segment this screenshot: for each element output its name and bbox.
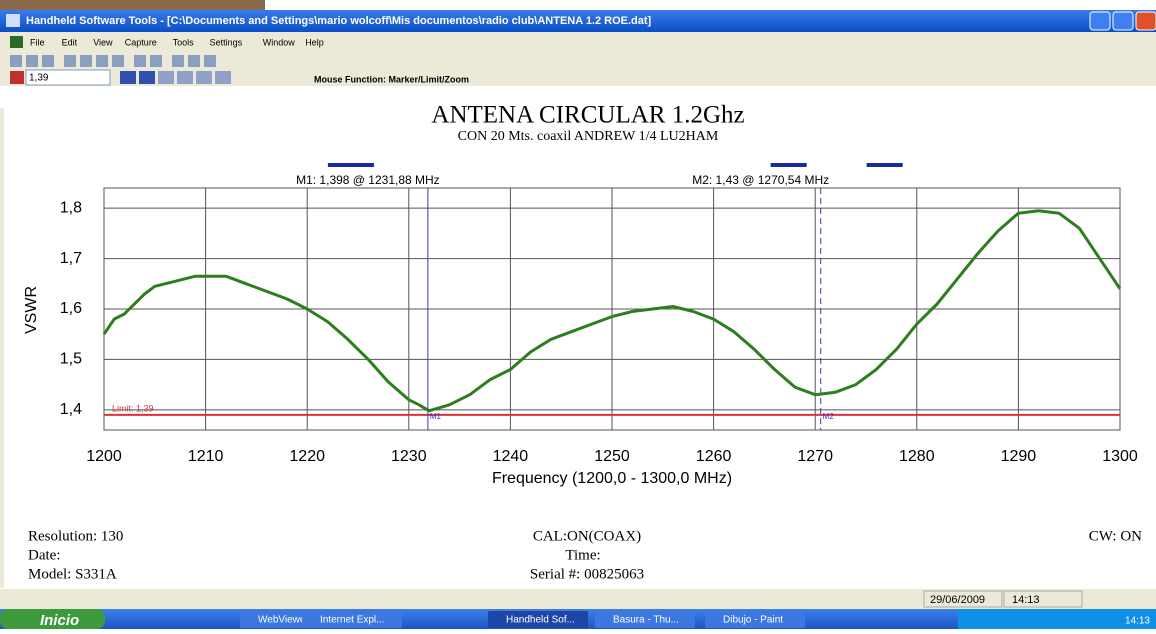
x-tick-label: 1250	[594, 448, 630, 465]
menu-icon	[10, 36, 23, 48]
task-items: WebViewer -...Internet Expl...Handheld S…	[240, 611, 805, 628]
chart-title: ANTENA CIRCULAR 1.2Ghz	[431, 102, 744, 129]
x-tick-label: 1220	[289, 448, 325, 465]
status-time: 14:13	[1012, 594, 1040, 606]
menu-item[interactable]: Tools	[173, 37, 195, 47]
task-label[interactable]: Dibujo - Paint	[723, 615, 783, 626]
chart-subtitle: CON 20 Mts. coaxil ANDREW 1/4 LU2HAM	[458, 129, 719, 144]
serial: Serial #: 00825063	[530, 566, 644, 582]
y-tick-label: 1,8	[60, 199, 82, 216]
menu-item[interactable]: Settings	[210, 37, 243, 47]
limit-icon	[10, 71, 24, 84]
menu-item[interactable]: Window	[263, 37, 296, 47]
menu-item[interactable]: Edit	[62, 37, 78, 47]
x-tick-label: 1280	[899, 448, 935, 465]
minimize-button[interactable]	[1090, 12, 1110, 30]
x-tick-label: 1260	[696, 448, 732, 465]
x-tick-label: 1270	[797, 448, 833, 465]
window-title: Handheld Software Tools - [C:\Documents …	[26, 15, 652, 27]
y-tick-label: 1,5	[60, 351, 82, 368]
date: Date:	[28, 547, 60, 563]
menu-item[interactable]: File	[30, 37, 45, 47]
desktop-strip	[0, 0, 265, 10]
menu-item[interactable]: View	[93, 37, 113, 47]
status-date: 29/06/2009	[930, 594, 985, 606]
mouse-function: Mouse Function: Marker/Limit/Zoom	[314, 74, 469, 84]
x-tick-label: 1240	[493, 448, 529, 465]
x-tick-label: 1230	[391, 448, 427, 465]
app-icon	[6, 14, 20, 27]
x-axis-label: Frequency (1200,0 - 1300,0 MHz)	[492, 470, 732, 487]
close-button[interactable]	[1136, 12, 1156, 30]
marker-indicator	[771, 163, 807, 167]
screen: Handheld Software Tools - [C:\Documents …	[0, 0, 1156, 629]
model: Model: S331A	[28, 566, 117, 582]
menu-item[interactable]: Help	[305, 37, 324, 47]
resolution: Resolution: 130	[28, 528, 123, 544]
window-edge	[0, 108, 4, 588]
x-tick-label: 1210	[188, 448, 224, 465]
x-tick-label: 1200	[86, 448, 122, 465]
task-label[interactable]: Handheld Sof...	[506, 615, 575, 626]
y-tick-label: 1,6	[60, 300, 82, 317]
marker-label: M1: 1,398 @ 1231,88 MHz	[296, 173, 440, 187]
task-label[interactable]: Internet Expl...	[320, 615, 384, 626]
menu-item[interactable]: Capture	[125, 37, 157, 47]
cal: CAL:ON(COAX)	[533, 528, 641, 544]
maximize-button[interactable]	[1113, 12, 1133, 30]
y-tick-label: 1,4	[60, 401, 82, 418]
x-tick-label: 1300	[1102, 448, 1138, 465]
marker-indicator	[328, 163, 374, 167]
task-label[interactable]: Basura - Thu...	[613, 615, 679, 626]
cw: CW: ON	[1089, 528, 1142, 544]
y-axis-label: VSWR	[23, 286, 40, 334]
time: Time:	[565, 547, 600, 563]
limit-label: Limit: 1,39	[112, 403, 154, 413]
tray-clock: 14:13	[1125, 616, 1150, 627]
marker-indicator	[867, 163, 903, 167]
marker-label: M2: 1,43 @ 1270,54 MHz	[692, 173, 829, 187]
x-tick-label: 1290	[1001, 448, 1037, 465]
y-tick-label: 1,7	[60, 250, 82, 267]
marker-tag: M1	[430, 412, 442, 421]
limit-input-value[interactable]: 1,39	[29, 73, 49, 84]
start-label[interactable]: Inicio	[40, 612, 79, 629]
marker-tag: M2	[823, 412, 835, 421]
